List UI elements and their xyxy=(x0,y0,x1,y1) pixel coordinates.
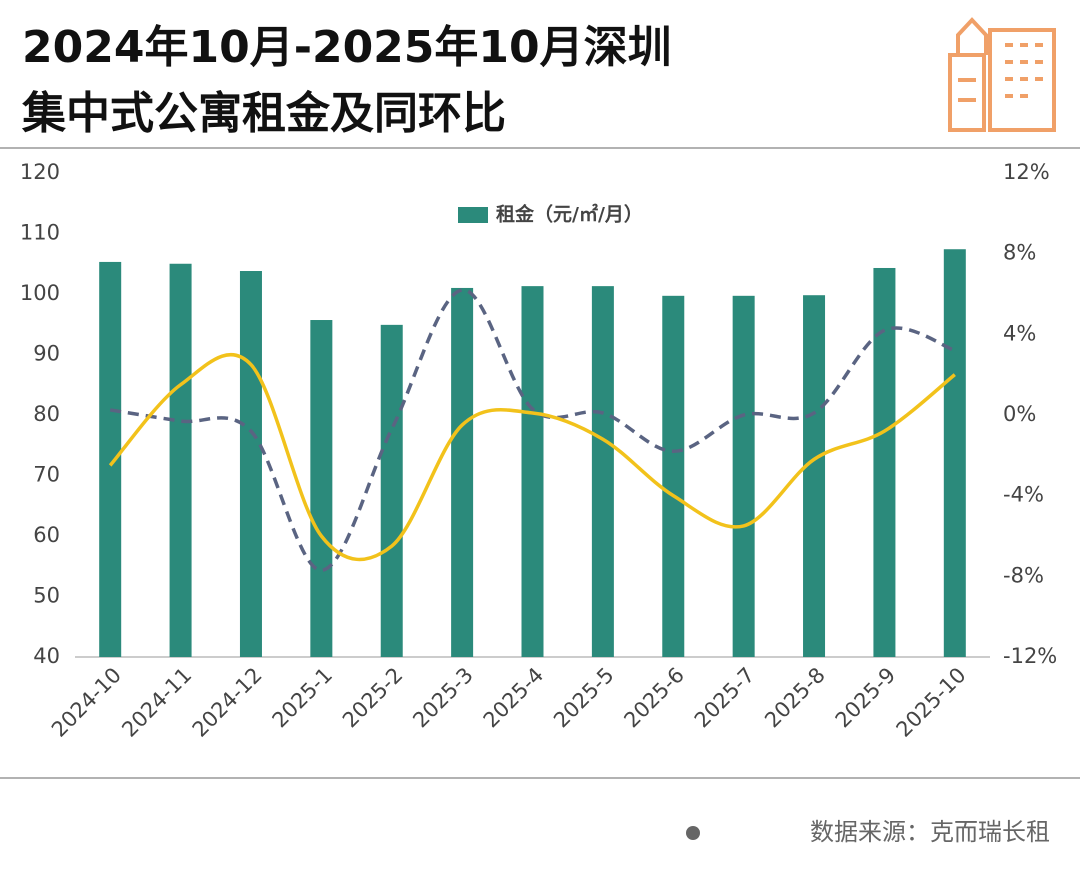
y2-tick-label: -4% xyxy=(1003,483,1044,507)
y2-tick-label: -8% xyxy=(1003,563,1044,587)
x-tick-label: 2024-11 xyxy=(117,663,196,742)
building-icon xyxy=(948,17,1056,132)
y-tick-label: 110 xyxy=(20,221,60,245)
x-tick-label: 2025-5 xyxy=(549,663,619,733)
chart-title: 2024年10月-2025年10月深圳 xyxy=(22,22,672,73)
legend-swatch xyxy=(458,207,488,223)
bar xyxy=(873,267,896,657)
y2-tick-label: 0% xyxy=(1003,402,1036,426)
x-tick-label: 2025-3 xyxy=(408,663,478,733)
y2-tick-label: 8% xyxy=(1003,241,1036,265)
x-tick-label: 2024-10 xyxy=(47,663,126,742)
y-tick-label: 60 xyxy=(33,523,60,547)
x-tick-label: 2025-9 xyxy=(831,663,901,733)
bar xyxy=(169,263,192,657)
bar xyxy=(591,286,614,657)
y-tick-label: 50 xyxy=(33,584,60,608)
x-tick-label: 2024-12 xyxy=(188,663,267,742)
line xyxy=(109,288,956,573)
y-tick-label: 100 xyxy=(20,281,60,305)
x-tick-label: 2025-2 xyxy=(338,663,408,733)
x-tick-label: 2025-7 xyxy=(690,663,760,733)
y-tick-label: 90 xyxy=(33,342,60,366)
y-tick-label: 70 xyxy=(33,463,60,487)
y-tick-label: 120 xyxy=(20,160,60,184)
legend-label: 租金（元/㎡/月） xyxy=(496,203,643,226)
y-tick-label: 80 xyxy=(33,402,60,426)
bar xyxy=(239,271,262,657)
bar xyxy=(310,320,333,657)
bar xyxy=(451,287,474,657)
source: 数据来源：克而瑞长租 xyxy=(810,818,1050,846)
x-tick-label: 2025-1 xyxy=(268,663,338,733)
bar xyxy=(521,286,544,657)
y2-tick-label: 4% xyxy=(1003,321,1036,345)
source-dot xyxy=(686,826,700,840)
x-tick-label: 2025-6 xyxy=(619,663,689,733)
bar xyxy=(803,295,826,657)
x-tick-label: 2025-10 xyxy=(892,663,971,742)
line xyxy=(108,352,956,562)
bar xyxy=(732,295,755,657)
x-tick-label: 2025-4 xyxy=(479,663,549,733)
bar xyxy=(99,261,122,657)
y-tick-label: 40 xyxy=(33,644,60,668)
bar xyxy=(943,249,966,658)
chart-title: 集中式公寓租金及同环比 xyxy=(21,88,506,139)
x-tick-label: 2025-8 xyxy=(760,663,830,733)
y2-tick-label: 12% xyxy=(1003,160,1050,184)
y2-tick-label: -12% xyxy=(1003,644,1057,668)
bar xyxy=(662,295,685,657)
bar xyxy=(380,324,403,657)
